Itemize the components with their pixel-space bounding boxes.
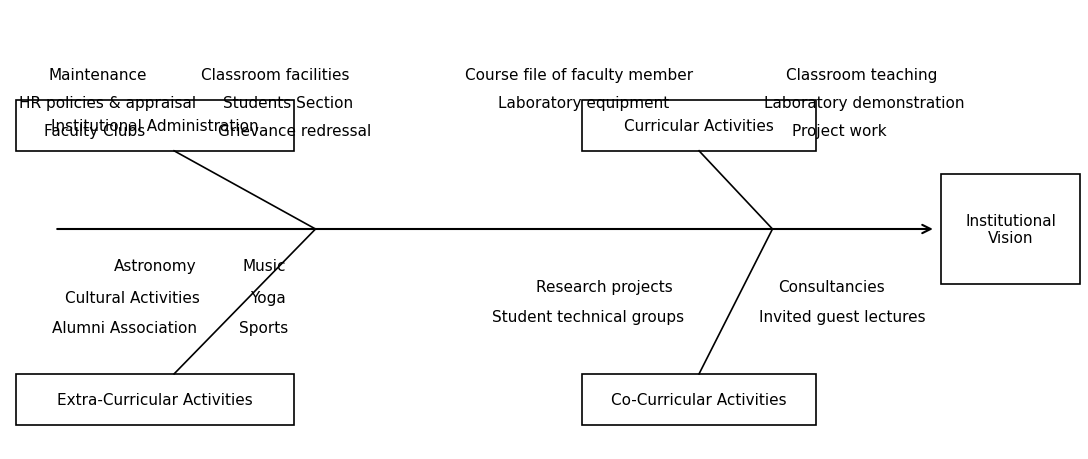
Bar [941, 174, 1080, 285]
Text: Faculty Clubs: Faculty Clubs [44, 123, 145, 138]
Text: Music: Music [243, 259, 285, 274]
Text: Student technical groups: Student technical groups [493, 309, 684, 324]
Text: HR policies & appraisal: HR policies & appraisal [18, 96, 196, 111]
Text: Co-Curricular Activities: Co-Curricular Activities [611, 392, 787, 407]
Text: Project work: Project work [792, 123, 886, 138]
Text: Classroom facilities: Classroom facilities [201, 68, 349, 83]
Text: Invited guest lectures: Invited guest lectures [759, 309, 926, 324]
Text: Students Section: Students Section [223, 96, 354, 111]
Text: Astronomy: Astronomy [114, 259, 197, 274]
Text: Research projects: Research projects [536, 280, 672, 294]
Text: Extra-Curricular Activities: Extra-Curricular Activities [58, 392, 252, 407]
Text: Laboratory demonstration: Laboratory demonstration [765, 96, 965, 111]
Text: Institutional
Vision: Institutional Vision [965, 213, 1056, 246]
Bar [582, 101, 816, 151]
Text: Curricular Activities: Curricular Activities [625, 119, 774, 134]
Text: Institutional Administration: Institutional Administration [51, 119, 259, 134]
Text: Alumni Association: Alumni Association [52, 321, 197, 336]
Text: Laboratory equipment: Laboratory equipment [498, 96, 669, 111]
Bar [16, 101, 294, 151]
Bar [16, 374, 294, 425]
Text: Classroom teaching: Classroom teaching [786, 68, 938, 83]
Text: Maintenance: Maintenance [49, 68, 148, 83]
Text: Course file of faculty member: Course file of faculty member [466, 68, 693, 83]
Text: Cultural Activities: Cultural Activities [65, 291, 200, 306]
Text: Sports: Sports [239, 321, 288, 336]
Text: Consultancies: Consultancies [778, 280, 885, 294]
Bar [582, 374, 816, 425]
Text: Grievance redressal: Grievance redressal [218, 123, 371, 138]
Text: Yoga: Yoga [250, 291, 286, 306]
